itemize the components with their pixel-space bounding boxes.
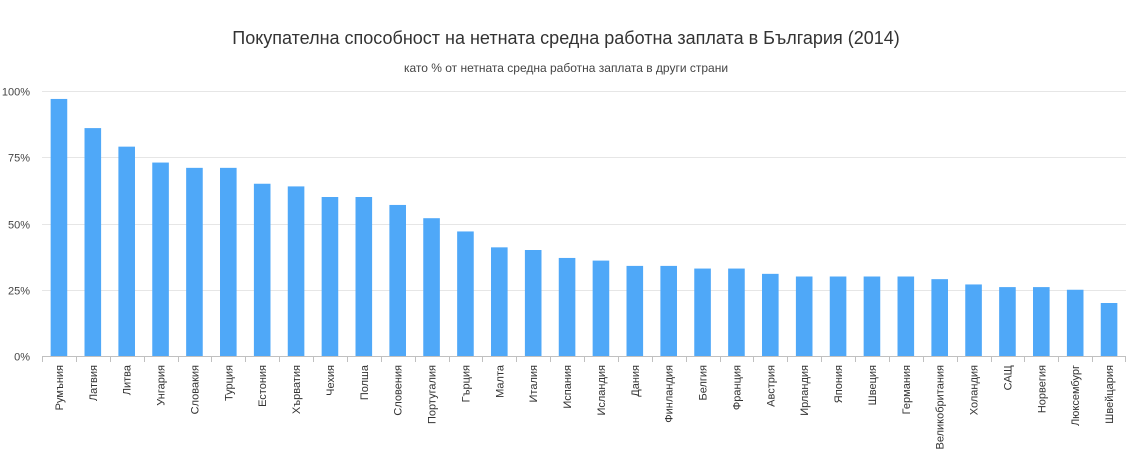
category-label: Япония	[833, 365, 845, 403]
chart-subtitle: като % от нетната средна работна заплата…	[404, 61, 728, 75]
category-label: Унгария	[156, 365, 168, 406]
category-label: Португалия	[427, 365, 439, 424]
bar[interactable]	[863, 276, 881, 357]
bar[interactable]	[220, 167, 237, 356]
bar[interactable]	[355, 197, 373, 356]
bar[interactable]	[84, 128, 102, 356]
category-label: Финландия	[664, 365, 676, 423]
y-tick-label: 25%	[8, 286, 30, 298]
category-label: Швейцария	[1104, 365, 1116, 424]
bar[interactable]	[897, 276, 915, 357]
category-label: САЩ	[1002, 365, 1014, 390]
bar[interactable]	[186, 167, 203, 356]
bar[interactable]	[491, 247, 508, 356]
bar[interactable]	[931, 279, 948, 356]
grid-lines	[42, 91, 1126, 291]
category-label: Естония	[257, 365, 269, 407]
bar[interactable]	[287, 186, 305, 356]
bar[interactable]	[524, 250, 542, 356]
category-label: Франция	[731, 365, 743, 410]
category-label: Норвегия	[1036, 365, 1048, 413]
x-axis-tick-marks	[42, 356, 1126, 362]
category-label: Швеция	[867, 365, 879, 405]
bar[interactable]	[118, 146, 135, 356]
category-label: Ирландия	[799, 365, 811, 416]
bar[interactable]	[253, 183, 271, 356]
category-label: Литва	[122, 364, 134, 395]
bar[interactable]	[728, 268, 745, 356]
bar[interactable]	[626, 265, 644, 356]
bar[interactable]	[389, 204, 406, 356]
bar[interactable]	[999, 287, 1016, 356]
category-label: Малта	[494, 364, 506, 398]
category-label: Испания	[562, 365, 574, 409]
category-label: Германия	[901, 365, 913, 414]
bar[interactable]	[660, 265, 677, 356]
bar[interactable]	[1100, 303, 1118, 356]
category-label: Румъния	[54, 365, 66, 410]
bar[interactable]	[1066, 289, 1084, 356]
bar[interactable]	[321, 197, 339, 356]
category-label: Исландия	[596, 365, 608, 416]
bar[interactable]	[1033, 287, 1050, 356]
y-tick-label: 75%	[8, 153, 30, 165]
bar[interactable]	[457, 231, 474, 356]
category-label: Словения	[393, 365, 405, 416]
bar[interactable]	[762, 273, 779, 356]
category-label: Чехия	[325, 365, 337, 396]
bar[interactable]	[965, 284, 982, 356]
y-axis-tick-labels: 0% 25% 50% 75% 100%	[2, 87, 30, 364]
bars	[50, 98, 1118, 357]
bar[interactable]	[795, 276, 813, 357]
bar[interactable]	[592, 260, 610, 356]
bar[interactable]	[558, 257, 576, 356]
category-label: Австрия	[765, 365, 777, 407]
chart-title: Покупателна способност на нетната средна…	[232, 28, 900, 48]
category-label: Гърция	[460, 365, 472, 402]
bar[interactable]	[694, 268, 711, 356]
x-axis-category-labels: Румъния Латвия Литва Унгария Словакия Турция Е…	[54, 364, 1116, 449]
category-label: Латвия	[88, 365, 100, 401]
y-tick-label: 50%	[8, 220, 30, 232]
bar[interactable]	[829, 276, 847, 357]
category-label: Великобритания	[935, 365, 947, 450]
y-tick-label: 100%	[2, 87, 30, 99]
bar[interactable]	[423, 218, 440, 356]
category-label: Холандия	[969, 365, 981, 415]
y-tick-label: 0%	[14, 352, 30, 364]
category-label: Полша	[359, 364, 371, 400]
category-label: Люксембург	[1070, 365, 1082, 426]
bar[interactable]	[50, 98, 68, 356]
category-label: Хърватия	[291, 365, 303, 414]
category-label: Белгия	[698, 365, 710, 401]
category-label: Дания	[630, 365, 642, 397]
category-label: Турция	[223, 365, 235, 401]
category-label: Италия	[528, 365, 540, 403]
bar[interactable]	[152, 162, 169, 356]
category-label: Словакия	[189, 365, 201, 414]
